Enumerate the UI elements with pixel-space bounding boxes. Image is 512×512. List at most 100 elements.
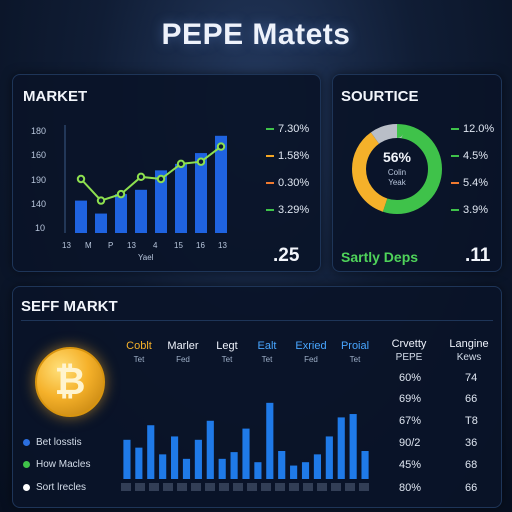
colA-value: 45% — [399, 459, 422, 471]
column-header: Legt Tet — [216, 340, 238, 365]
y-tick: 180 — [31, 126, 47, 136]
colB-value: T8 — [465, 415, 478, 427]
market-bar — [215, 135, 227, 233]
source-stat: 4.5% — [451, 150, 488, 162]
market-bar — [175, 163, 187, 233]
market-big-value: .25 — [273, 245, 300, 266]
colB-value: 66 — [465, 482, 478, 494]
y-tick: 140 — [31, 199, 47, 209]
legend-item: Bet losstis — [23, 437, 82, 448]
source-stat: 5.4% — [451, 177, 488, 189]
donut-segment — [352, 124, 442, 214]
x-tick: 13 — [218, 241, 227, 250]
source-stat: 3.9% — [451, 204, 488, 216]
market-title: MARKET — [23, 88, 88, 105]
bottom-bar — [135, 447, 143, 479]
market-stat: 7.30% — [266, 123, 309, 135]
bottom-bar — [242, 428, 250, 479]
dash-icon — [451, 209, 459, 212]
market-line-point — [76, 174, 86, 184]
x-tick: P — [108, 241, 114, 250]
bitcoin-coin-icon: ₿ — [35, 347, 105, 417]
bottom-bar — [123, 439, 131, 479]
dash-icon — [266, 209, 274, 212]
x-tick: 13 — [62, 241, 71, 250]
colA-value: 60% — [399, 372, 422, 384]
bottom-bar — [301, 462, 310, 479]
legend-dot-icon — [23, 438, 30, 446]
column-header: Coblt Tet — [126, 340, 152, 365]
market-bar — [135, 189, 147, 233]
column-header: Ealt Tet — [257, 340, 277, 365]
source-title: SOURTICE — [341, 88, 419, 105]
bottom-bar — [349, 414, 357, 479]
bottom-bar — [313, 454, 321, 479]
bottom-bar — [361, 451, 369, 479]
source-stat: 12.0% — [451, 123, 494, 135]
column-header-colA: Crvetty PEPE — [391, 338, 427, 364]
bottom-bar — [171, 436, 179, 479]
dash-icon — [266, 128, 274, 131]
column-header: Exried Fed — [295, 340, 327, 365]
column-header: Proial Tet — [340, 340, 370, 365]
y-tick: 160 — [31, 150, 47, 160]
x-tick: 13 — [127, 241, 136, 250]
bottom-bar — [278, 451, 286, 479]
legend-item: Sort lrecles — [23, 482, 86, 493]
market-panel: MARKET 180 160 190 140 10 13 M P 13 4 15… — [12, 74, 321, 272]
colB-value: 36 — [465, 437, 478, 449]
page-title: PEPE Matets — [161, 18, 351, 51]
bottom-bar — [325, 436, 333, 479]
bottom-bar — [266, 402, 274, 479]
colA-value: 90/2 — [399, 437, 421, 449]
dash-icon — [451, 128, 459, 131]
x-tick: 15 — [174, 241, 183, 250]
donut-center-line1: Colin — [387, 168, 407, 177]
legend-item: How Macles — [23, 459, 90, 470]
market-line-point — [116, 189, 126, 199]
market-bar — [155, 170, 167, 233]
dash-icon — [266, 155, 274, 158]
donut-center-line2: Yeak — [388, 178, 406, 187]
market-bar — [95, 213, 107, 233]
colB-value: 68 — [465, 459, 478, 471]
x-tick: 4 — [153, 241, 158, 250]
dash-icon — [266, 182, 274, 185]
dash-icon — [451, 155, 459, 158]
source-footer-label: Sartly Deps — [341, 249, 419, 265]
source-panel: SOURTICE 56% Colin Yeak 12.0% 4.5% 5.4% … — [332, 74, 502, 272]
legend-dot-icon — [23, 483, 30, 491]
market-chart — [64, 125, 227, 233]
divider — [21, 320, 493, 321]
colA-value: 67% — [399, 415, 422, 427]
market-line-point — [136, 172, 146, 182]
column-header: Marler Fed — [167, 340, 199, 365]
dash-icon — [451, 182, 459, 185]
y-tick: 10 — [35, 223, 46, 233]
colA-value: 80% — [399, 482, 422, 494]
market-bar — [75, 200, 87, 233]
bottom-bar — [337, 417, 345, 479]
bottom-bar — [206, 420, 214, 479]
column-header-colB: Langine Kews — [449, 338, 489, 364]
bottom-bar — [230, 452, 238, 479]
bottom-bar — [194, 439, 202, 479]
market-bar — [195, 153, 207, 233]
market-line-point — [176, 159, 186, 169]
market-stat: 3.29% — [266, 204, 309, 216]
market-line-point — [96, 196, 106, 205]
colB-value: 74 — [465, 372, 478, 384]
bottom-title: SEFF MARKT — [21, 298, 118, 315]
market-line-point — [216, 142, 226, 151]
source-footer-value: .11 — [465, 245, 491, 266]
bottom-x-axis-labels — [121, 483, 371, 491]
x-axis-title: Yael — [138, 253, 154, 262]
market-bar — [115, 194, 127, 233]
x-tick: 16 — [196, 241, 205, 250]
bottom-bar — [159, 454, 167, 479]
colA-value: 69% — [399, 393, 422, 405]
bottom-panel: SEFF MARKT ₿ Bet losstis How Macles Sort… — [12, 286, 502, 508]
donut-center-value: 56% — [382, 149, 412, 165]
bottom-bar — [147, 425, 155, 479]
market-stat: 0.30% — [266, 177, 309, 189]
